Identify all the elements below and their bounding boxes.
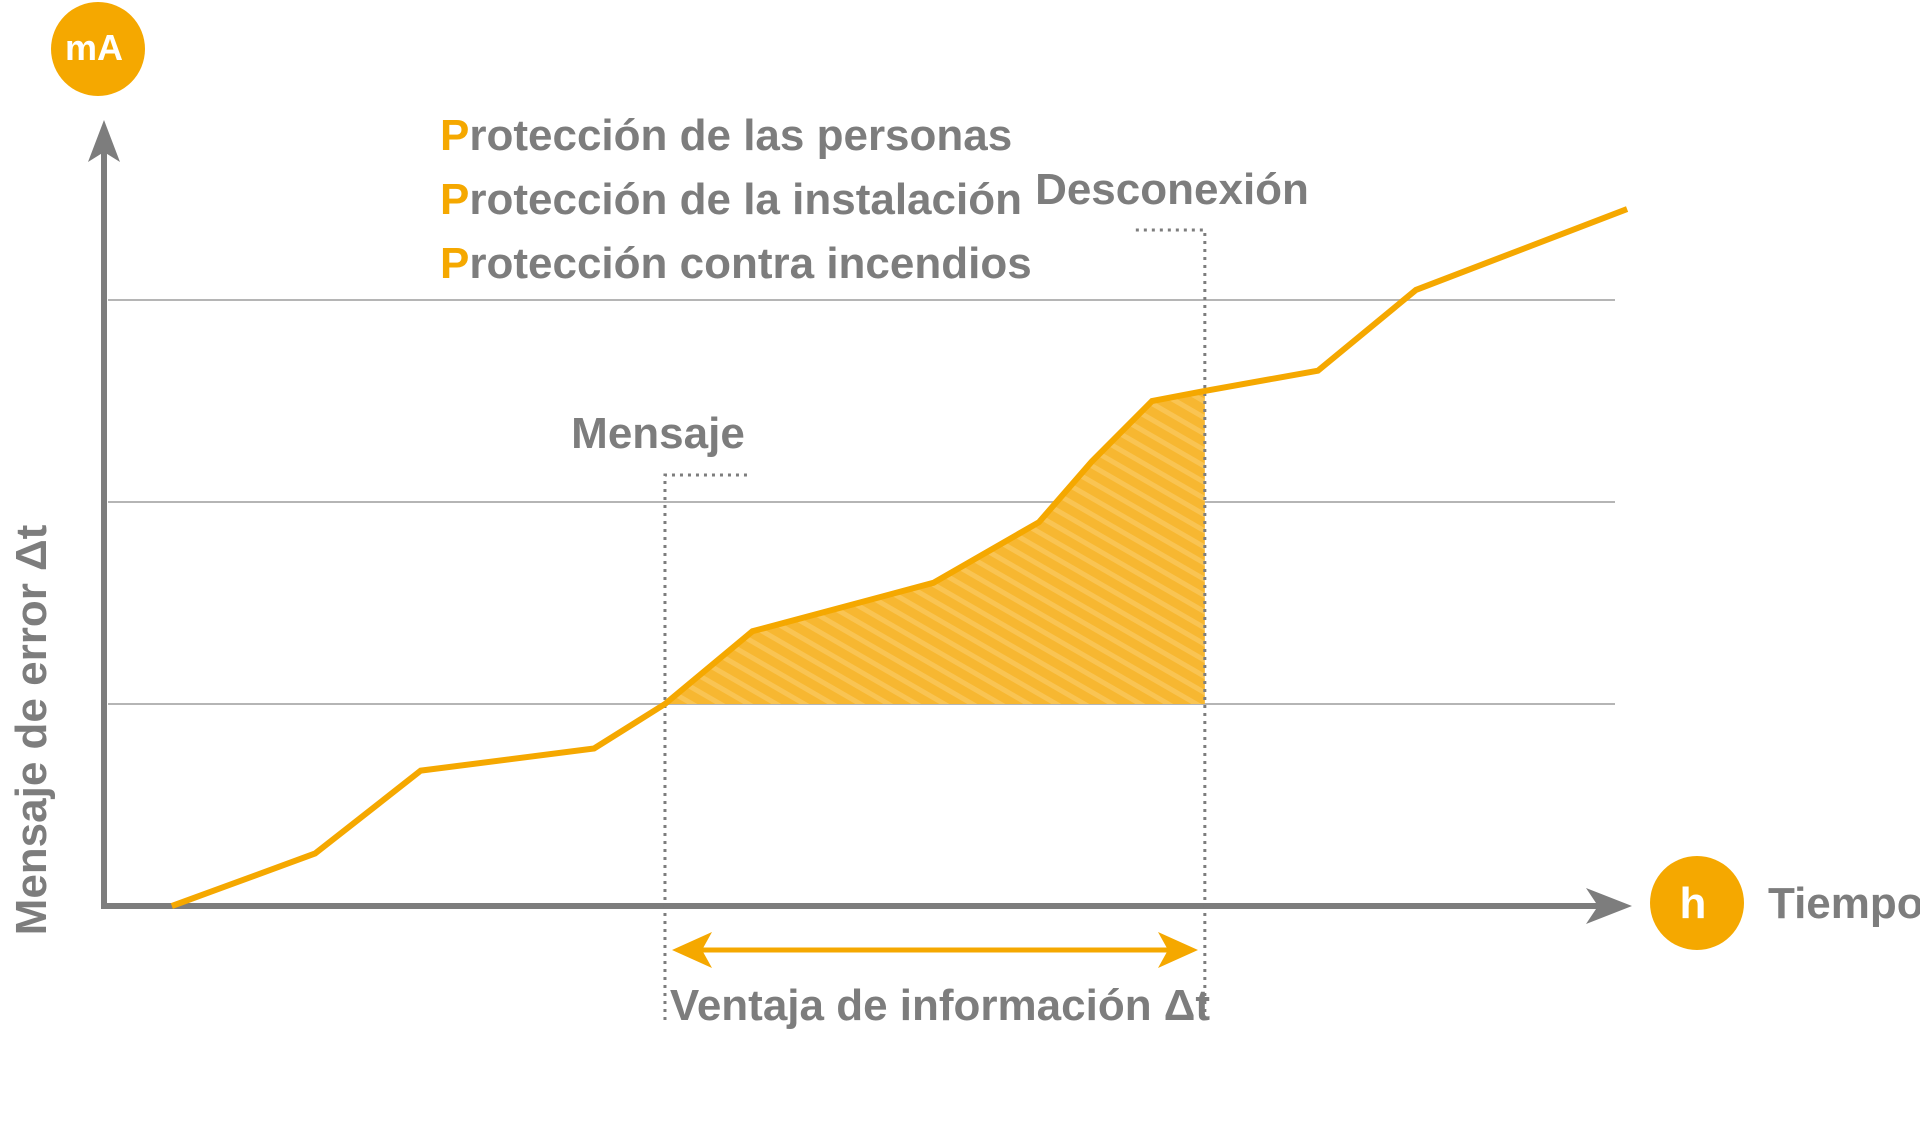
interval-label: Ventaja de información Δt <box>670 981 1211 1030</box>
interval-arrow-right-head <box>1158 932 1198 968</box>
y-axis-label: Mensaje de error Δt <box>7 524 56 935</box>
interval-arrow-left-head <box>672 932 712 968</box>
y-unit-badge <box>51 2 145 96</box>
information-advantage-area <box>664 390 1205 704</box>
message-label: Mensaje <box>571 409 745 458</box>
legend: Protección de las personas Protección de… <box>440 111 1032 288</box>
x-unit-badge <box>1650 856 1744 950</box>
x-unit-badge-text: h <box>1680 879 1707 928</box>
message-marker-line <box>663 473 750 1020</box>
x-axis-arrow <box>1586 888 1632 924</box>
y-axis-arrow <box>88 120 120 162</box>
disconnect-label: Desconexión <box>1035 165 1309 214</box>
legend-item-persons: Protección de las personas <box>440 111 1012 160</box>
x-axis-label: Tiempo <box>1768 879 1920 928</box>
legend-item-installation: Protección de la instalación <box>440 175 1022 224</box>
y-unit-badge-text: mA <box>65 27 123 68</box>
legend-item-fire: Protección contra incendios <box>440 239 1032 288</box>
series-line <box>170 206 1629 909</box>
